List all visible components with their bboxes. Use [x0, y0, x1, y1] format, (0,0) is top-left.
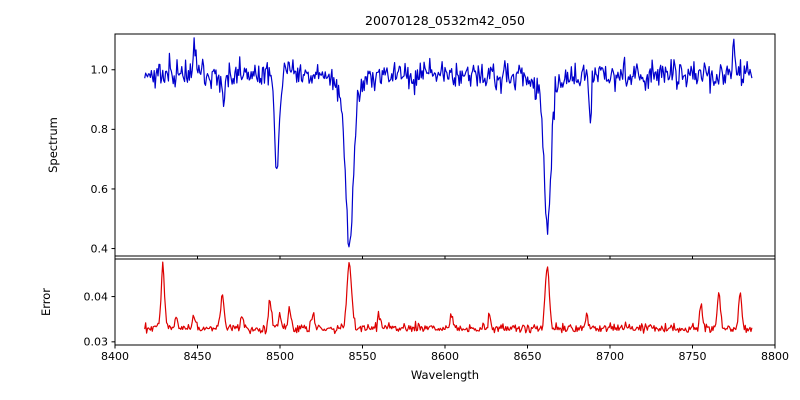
x-tick-label: 8700 — [596, 350, 624, 363]
y-tick-label: 0.04 — [84, 290, 109, 303]
x-tick-label: 8550 — [349, 350, 377, 363]
x-tick-label: 8400 — [101, 350, 129, 363]
error-line — [144, 261, 753, 335]
y-tick-label: 0.8 — [91, 123, 109, 136]
y-tick-label: 0.03 — [84, 336, 109, 349]
y-axis-label-error: Error — [39, 288, 53, 316]
y-tick-label: 1.0 — [91, 64, 109, 77]
x-tick-label: 8450 — [184, 350, 212, 363]
x-tick-label: 8650 — [514, 350, 542, 363]
x-axis-label: Wavelength — [411, 368, 479, 382]
y-tick-label: 0.4 — [91, 242, 109, 255]
x-tick-label: 8500 — [266, 350, 294, 363]
spectrum-line — [144, 37, 753, 248]
y-axis-label-spectrum: Spectrum — [46, 117, 60, 173]
x-tick-label: 8750 — [679, 350, 707, 363]
series-layer — [144, 37, 753, 335]
x-tick-label: 8600 — [431, 350, 459, 363]
chart-title: 20070128_0532m42_050 — [365, 13, 525, 28]
x-tick-label: 8800 — [761, 350, 789, 363]
panel-border-error — [114, 258, 776, 346]
axes-layer: 0.4 0.6 0.8 1.0 0.03 0.04 8400 8450 8500 8550 8600… — [84, 33, 789, 363]
y-tick-label: 0.6 — [91, 183, 109, 196]
